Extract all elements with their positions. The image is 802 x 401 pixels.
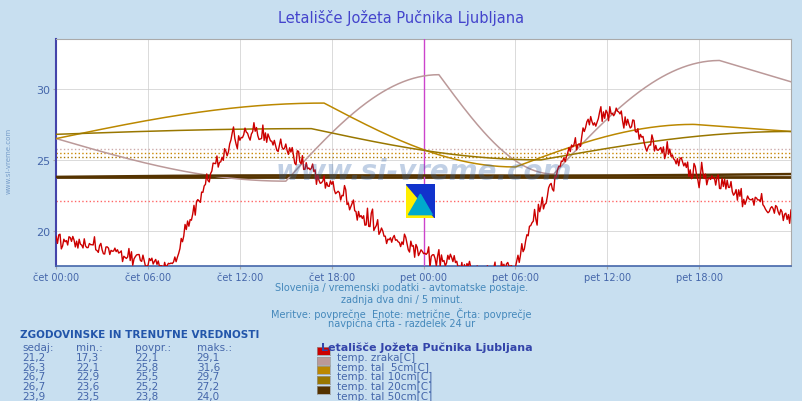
Polygon shape (405, 184, 435, 219)
Text: 26,7: 26,7 (22, 371, 46, 381)
Text: 23,6: 23,6 (76, 381, 99, 391)
Text: maks.:: maks.: (196, 342, 232, 352)
Text: www.si-vreme.com: www.si-vreme.com (6, 128, 11, 193)
Text: 26,7: 26,7 (22, 381, 46, 391)
Text: temp. tal  5cm[C]: temp. tal 5cm[C] (337, 362, 429, 372)
Text: min.:: min.: (76, 342, 103, 352)
Text: 21,2: 21,2 (22, 352, 46, 362)
Text: 25,2: 25,2 (135, 381, 158, 391)
Text: 25,5: 25,5 (135, 371, 158, 381)
Text: Meritve: povprečne  Enote: metrične  Črta: povprečje: Meritve: povprečne Enote: metrične Črta:… (271, 307, 531, 319)
Text: 23,9: 23,9 (22, 391, 46, 401)
Text: sedaj:: sedaj: (22, 342, 54, 352)
Text: 29,7: 29,7 (196, 371, 220, 381)
Text: navpična črta - razdelek 24 ur: navpična črta - razdelek 24 ur (327, 318, 475, 328)
Text: zadnja dva dni / 5 minut.: zadnja dva dni / 5 minut. (340, 295, 462, 305)
Text: ZGODOVINSKE IN TRENUTNE VREDNOSTI: ZGODOVINSKE IN TRENUTNE VREDNOSTI (20, 330, 259, 340)
Text: 23,8: 23,8 (135, 391, 158, 401)
Polygon shape (405, 184, 435, 219)
Text: 29,1: 29,1 (196, 352, 220, 362)
Text: Letališče Jožeta Pučnika Ljubljana: Letališče Jožeta Pučnika Ljubljana (321, 342, 533, 352)
Text: 22,1: 22,1 (76, 362, 99, 372)
Text: 22,1: 22,1 (135, 352, 158, 362)
Text: 27,2: 27,2 (196, 381, 220, 391)
Text: 26,3: 26,3 (22, 362, 46, 372)
Text: Letališče Jožeta Pučnika Ljubljana: Letališče Jožeta Pučnika Ljubljana (278, 10, 524, 26)
Text: temp. tal 50cm[C]: temp. tal 50cm[C] (337, 391, 432, 401)
Text: Slovenija / vremenski podatki - avtomatske postaje.: Slovenija / vremenski podatki - avtomats… (274, 283, 528, 293)
Text: 22,9: 22,9 (76, 371, 99, 381)
Text: temp. tal 10cm[C]: temp. tal 10cm[C] (337, 371, 432, 381)
Text: 31,6: 31,6 (196, 362, 220, 372)
Text: temp. zraka[C]: temp. zraka[C] (337, 352, 415, 362)
Polygon shape (408, 194, 431, 215)
Text: 17,3: 17,3 (76, 352, 99, 362)
Text: 24,0: 24,0 (196, 391, 220, 401)
Text: www.si-vreme.com: www.si-vreme.com (275, 158, 571, 186)
Text: temp. tal 20cm[C]: temp. tal 20cm[C] (337, 381, 432, 391)
Text: 25,8: 25,8 (135, 362, 158, 372)
Text: povpr.:: povpr.: (135, 342, 171, 352)
Text: 23,5: 23,5 (76, 391, 99, 401)
